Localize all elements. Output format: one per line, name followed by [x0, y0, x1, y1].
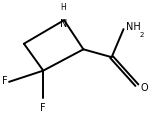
- Text: NH: NH: [126, 22, 141, 32]
- Text: O: O: [141, 83, 148, 93]
- Text: N: N: [60, 19, 68, 29]
- Text: F: F: [2, 75, 8, 85]
- Text: 2: 2: [139, 32, 143, 37]
- Text: F: F: [40, 102, 46, 112]
- Text: H: H: [60, 3, 66, 12]
